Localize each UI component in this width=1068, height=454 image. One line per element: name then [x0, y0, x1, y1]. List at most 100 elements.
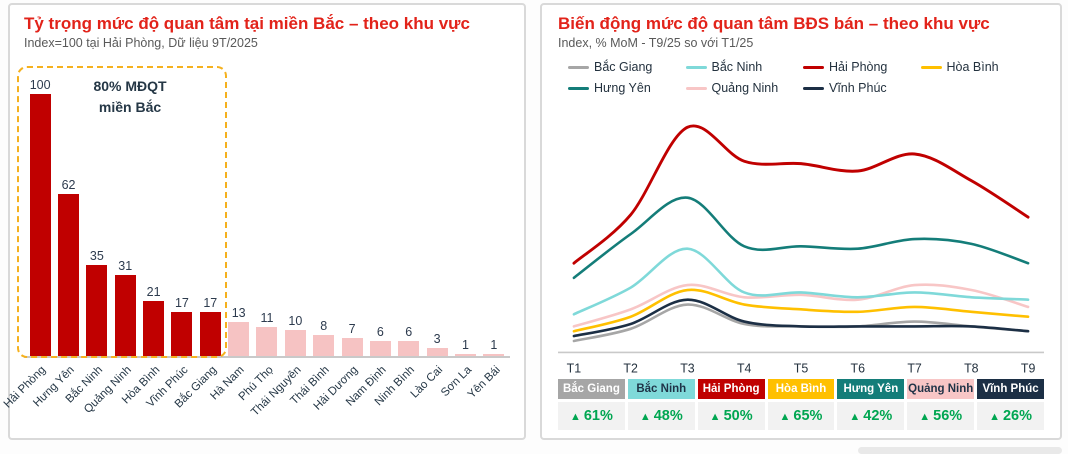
- bar-value-label: 1: [490, 337, 498, 352]
- chart-legend: Bắc Giang Bắc Ninh Hải Phòng Hòa Bình Hưng Y…: [568, 60, 1038, 95]
- bar-value-label: 17: [174, 295, 189, 310]
- bar: [58, 193, 80, 357]
- bar-value-label: 6: [405, 324, 413, 339]
- bar: [369, 340, 391, 357]
- bar-slot: 10: [281, 66, 309, 357]
- bar-slot: 7: [338, 66, 366, 357]
- x-axis-tick-label: T9: [1021, 360, 1035, 375]
- line-series-bac-ninh: [572, 247, 1030, 316]
- legend-item-hung-yen[interactable]: Hưng Yên: [568, 81, 686, 95]
- bar: [29, 94, 51, 357]
- bar-slot: 13: [224, 66, 252, 357]
- up-triangle-icon: ▲: [639, 411, 651, 423]
- line-chart-panel: Biến động mức độ quan tâm BĐS bán – theo…: [540, 3, 1062, 440]
- bar-slot: 17: [168, 66, 196, 357]
- line-panel-header: Biến động mức độ quan tâm BĐS bán – theo…: [558, 13, 1044, 50]
- legend-label: Hòa Bình: [946, 60, 999, 75]
- up-triangle-icon: ▲: [849, 411, 861, 423]
- up-triangle-icon: ▲: [709, 411, 721, 423]
- up-triangle-icon: ▲: [779, 411, 791, 423]
- bar-slot: 21: [139, 66, 167, 357]
- x-axis-tick-label: T3: [680, 360, 694, 375]
- bar: [171, 311, 193, 357]
- bar-value-label: 11: [260, 311, 274, 326]
- bar-chart-panel: Tỷ trọng mức độ quan tâm tại miền Bắc – …: [2, 3, 526, 440]
- bar-slot: 100: [26, 66, 54, 357]
- bar-slot: 1: [451, 66, 479, 357]
- summary-change-value: 48%: [653, 408, 683, 424]
- bar-category-cell: Yên Bái: [465, 358, 508, 438]
- legend-line-swatch: [803, 65, 824, 69]
- up-triangle-icon: ▲: [919, 411, 931, 423]
- bar-value-label: 7: [348, 321, 356, 336]
- legend-item-bac-ninh[interactable]: Bắc Ninh: [685, 60, 804, 75]
- summary-change-cell: ▲ 61%: [558, 402, 625, 430]
- bar-value-label: 62: [61, 177, 76, 192]
- legend-item-bac-giang[interactable]: Bắc Giang: [568, 60, 686, 74]
- bar-slot: 6: [366, 66, 394, 357]
- legend-line-swatch: [568, 86, 589, 90]
- bar-value-label: 21: [146, 285, 161, 300]
- x-axis-tick-label: T7: [907, 360, 921, 375]
- x-axis-tick-label: T1: [567, 360, 581, 375]
- bar: [114, 275, 136, 357]
- bar-value-label: 8: [320, 319, 328, 334]
- bar-slot: 31: [111, 66, 139, 357]
- summary-change-cell: ▲ 56%: [907, 402, 975, 430]
- summary-change-value: 65%: [793, 408, 823, 424]
- bar-value-label: 100: [29, 78, 51, 93]
- legend-line-swatch: [803, 86, 824, 90]
- bar-slot: 3: [423, 66, 451, 357]
- up-triangle-icon: ▲: [989, 411, 1000, 423]
- summary-region-badge: Bắc Ninh: [627, 379, 695, 399]
- bar-panel-subtitle: Index=100 tại Hải Phòng, Dữ liệu 9T/2025: [24, 36, 258, 51]
- bar: [143, 301, 165, 357]
- x-axis-tick-label: T6: [851, 360, 865, 375]
- bar: [313, 335, 335, 357]
- bar-slot: 11: [253, 66, 281, 357]
- legend-label: Hải Phòng: [829, 60, 888, 75]
- bar: [86, 264, 108, 357]
- line-chart: T1 T2 T3 T4 T5 T6 T7 T8 T9: [558, 124, 1044, 376]
- legend-item-quang-ninh[interactable]: Quảng Ninh: [685, 81, 804, 96]
- bar-value-label: 13: [231, 306, 246, 321]
- bar-value-label: 31: [118, 259, 133, 274]
- legend-line-swatch: [568, 65, 589, 69]
- legend-label: Vĩnh Phúc: [829, 81, 887, 96]
- bar-category-axis: Hải Phòng Hưng Yên Bắc Ninh Quảng Ninh Hòa B…: [2, 358, 510, 438]
- legend-label: Bắc Ninh: [711, 60, 763, 75]
- summary-change-value: 42%: [863, 408, 893, 424]
- x-axis-tick-label: T5: [794, 360, 808, 375]
- bar-value-label: 10: [288, 314, 303, 329]
- line-panel-subtitle: Index, % MoM - T9/25 so với T1/25: [558, 36, 754, 51]
- legend-label: Hưng Yên: [594, 81, 651, 96]
- bar-series: 80% MĐQT miền Bắc 100 62 35 31 21 17 17 13 11 10 8…: [17, 66, 510, 359]
- summary-region-badge: Vĩnh Phúc: [977, 379, 1044, 399]
- summary-change-value: 26%: [1002, 408, 1033, 424]
- legend-line-swatch: [685, 86, 707, 90]
- line-series-hoa-binh: [572, 288, 1030, 333]
- summary-change-cell: ▲ 65%: [767, 402, 835, 430]
- legend-item-vinh-phuc[interactable]: Vĩnh Phúc: [803, 81, 921, 95]
- horizontal-scrollbar[interactable]: [858, 447, 1062, 454]
- legend-item-hoa-binh[interactable]: Hòa Bình: [920, 60, 1039, 75]
- x-axis-tick-label: T8: [964, 360, 978, 375]
- bar-slot: 35: [83, 66, 111, 357]
- bar-value-label: 35: [89, 248, 104, 263]
- x-axis-tick-label: T2: [623, 360, 637, 375]
- summary-change-cell: ▲ 48%: [627, 402, 695, 430]
- legend-item-hai-phong[interactable]: Hải Phòng: [803, 60, 921, 74]
- bar-slot: 62: [54, 66, 82, 357]
- summary-region-badge: Quảng Ninh: [907, 379, 975, 399]
- legend-label: Quảng Ninh: [711, 81, 779, 96]
- summary-region-badge: Bắc Giang: [558, 379, 625, 399]
- bar-slot: 1: [480, 66, 508, 357]
- bar: [256, 327, 278, 357]
- line-series-quang-ninh: [572, 283, 1030, 328]
- summary-change-cell: ▲ 42%: [837, 402, 905, 430]
- line-series-hung-yen: [572, 196, 1030, 280]
- summary-table: Bắc Giang Bắc Ninh Hải Phòng Hòa Bình Hưng Y…: [558, 379, 1044, 430]
- summary-region-badge: Hưng Yên: [837, 379, 905, 399]
- bar-slot: 6: [395, 66, 423, 357]
